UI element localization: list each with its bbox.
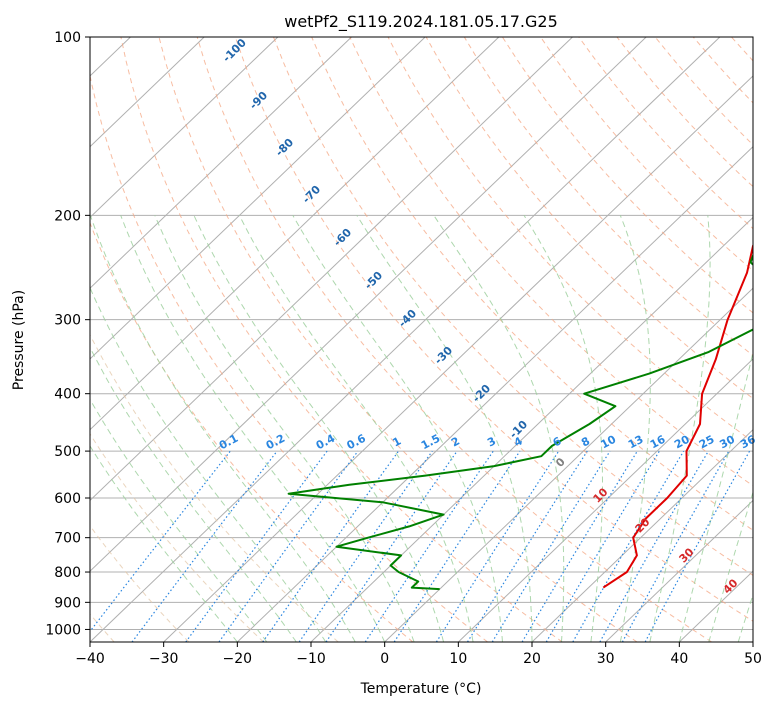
y-axis-title: Pressure (hPa) (11, 290, 27, 390)
y-tick-label: 800 (54, 565, 81, 581)
y-tick-label: 1000 (45, 622, 81, 638)
x-tick-label: 50 (744, 651, 762, 667)
x-tick-label: 0 (380, 651, 389, 667)
x-tick-label: 40 (670, 651, 688, 667)
y-tick-label: 500 (54, 444, 81, 460)
y-tick-label: 400 (54, 387, 81, 403)
y-tick-label: 200 (54, 208, 81, 224)
x-tick-label: 20 (523, 651, 541, 667)
x-tick-label: −30 (149, 651, 179, 667)
x-axis-title: Temperature (°C) (360, 681, 482, 697)
x-tick-label: 10 (449, 651, 467, 667)
y-tick-label: 100 (54, 30, 81, 46)
y-tick-label: 700 (54, 531, 81, 547)
y-tick-label: 300 (54, 313, 81, 329)
x-tick-label: −10 (296, 651, 326, 667)
y-tick-label: 600 (54, 491, 81, 507)
y-tick-label: 900 (54, 595, 81, 611)
x-tick-label: −40 (75, 651, 105, 667)
x-tick-label: 30 (597, 651, 615, 667)
x-tick-label: −20 (223, 651, 253, 667)
chart-title: wetPf2_S119.2024.181.05.17.G25 (284, 12, 558, 32)
